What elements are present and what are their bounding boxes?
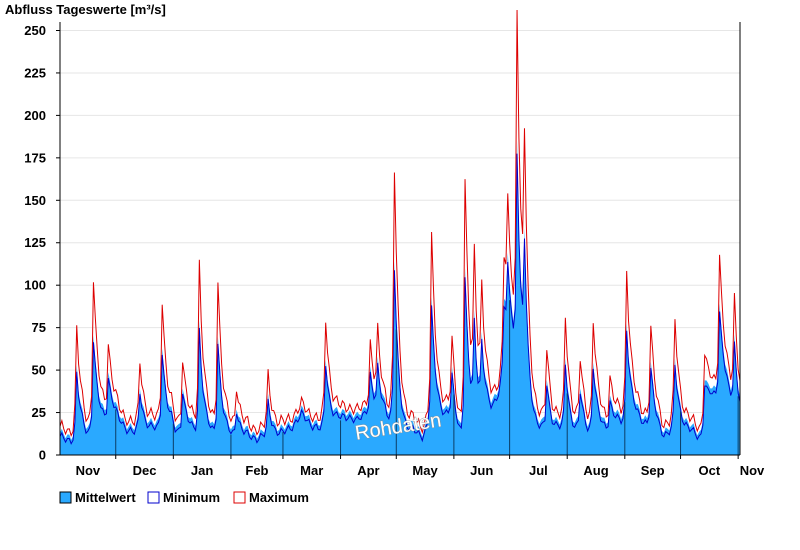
y-tick-label: 0	[39, 448, 46, 463]
y-tick-label: 50	[32, 363, 46, 378]
x-tick-label: Oct	[699, 463, 721, 478]
legend-swatch-maximum	[233, 491, 246, 504]
x-axis-ticks: Nov Dec Jan Feb Mar Apr May Jun Jul Aug Sep Oct Nov	[76, 455, 765, 478]
x-tick-label: Nov	[76, 463, 101, 478]
legend-swatch-minimum	[147, 491, 160, 504]
series-minimum-line	[59, 153, 741, 445]
y-tick-label: 250	[24, 23, 46, 38]
month-separator-lines	[115, 300, 739, 455]
legend-label-mittelwert: Mittelwert	[75, 490, 136, 505]
x-tick-label: Mar	[300, 463, 323, 478]
y-tick-label: 150	[24, 193, 46, 208]
y-tick-label: 200	[24, 108, 46, 123]
x-tick-label: Feb	[245, 463, 268, 478]
series-layer	[59, 10, 741, 456]
y-axis-ticks: 0 25 50 75 100 125 150 175 200 225 250	[24, 23, 60, 463]
series-mittelwert-area	[60, 140, 740, 456]
y-tick-label: 225	[24, 65, 46, 80]
y-tick-label: 100	[24, 278, 46, 293]
legend-label-minimum: Minimum	[163, 490, 220, 505]
series-maximum-line	[59, 10, 741, 438]
chart-legend: Mittelwert Minimum Maximum	[59, 490, 309, 505]
chart-title: Abfluss Tageswerte [m³/s]	[5, 2, 166, 17]
x-tick-label: Aug	[583, 463, 608, 478]
y-tick-label: 125	[24, 235, 46, 250]
x-tick-label: Jun	[470, 463, 493, 478]
x-tick-label: May	[412, 463, 438, 478]
x-tick-label: Jul	[529, 463, 548, 478]
grid-layer	[60, 29, 740, 414]
y-tick-label: 25	[32, 405, 46, 420]
x-tick-label: Nov	[740, 463, 765, 478]
legend-label-maximum: Maximum	[249, 490, 309, 505]
x-tick-label: Jan	[191, 463, 213, 478]
y-tick-label: 75	[32, 320, 46, 335]
x-tick-label: Sep	[641, 463, 665, 478]
legend-swatch-mittelwert	[59, 491, 72, 504]
x-tick-label: Dec	[133, 463, 157, 478]
y-tick-label: 175	[24, 150, 46, 165]
x-tick-label: Apr	[357, 463, 379, 478]
